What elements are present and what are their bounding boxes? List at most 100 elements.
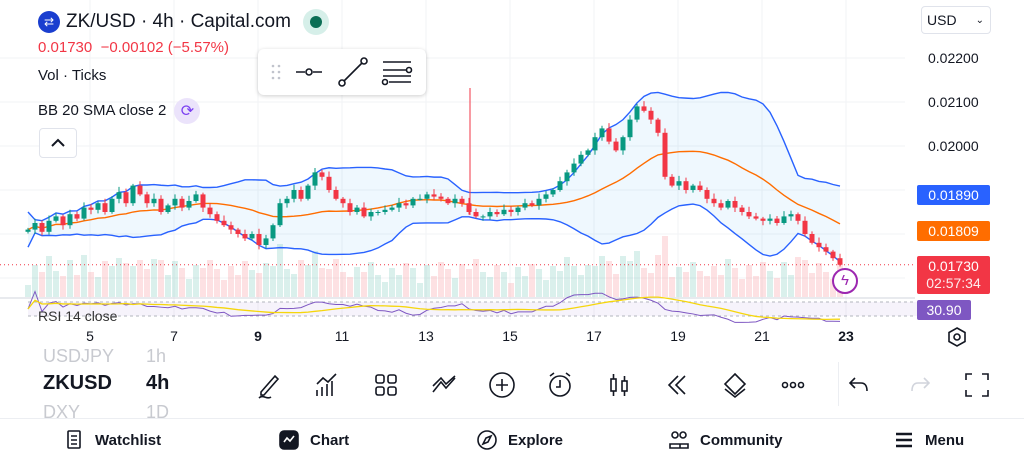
symbol-selector[interactable]: ZKUSD: [43, 372, 112, 394]
watchlist-prev-timeframe[interactable]: 1h: [146, 346, 167, 366]
time-axis-label: 9: [254, 328, 262, 344]
candle-body: [25, 229, 31, 232]
nav-explore[interactable]: Explore: [476, 429, 563, 451]
volume-bar: [732, 268, 738, 297]
candle-body: [732, 201, 738, 208]
volume-bar: [459, 264, 465, 297]
time-axis-label: 15: [502, 328, 518, 344]
volume-bar: [641, 268, 647, 297]
nav-chart[interactable]: Chart: [278, 429, 349, 451]
currency-select[interactable]: USD ⌄: [921, 6, 991, 34]
candle-body: [151, 198, 157, 204]
add-icon: [489, 372, 515, 398]
parallel-channel-icon[interactable]: [381, 58, 413, 86]
timeframe-selector[interactable]: 4h: [146, 372, 170, 394]
volume-bar: [74, 275, 80, 297]
candles-button[interactable]: [604, 370, 634, 400]
candle-body: [137, 185, 143, 195]
volume-bar: [473, 259, 479, 297]
volume-bar: [221, 280, 227, 297]
more-icon: [781, 381, 805, 389]
price-chart[interactable]: [0, 0, 1024, 346]
volume-bar: [676, 267, 682, 297]
indicators-button[interactable]: [312, 370, 342, 400]
symbol-title[interactable]: ⇄ ZK/USD · 4h · Capital.com: [38, 9, 329, 35]
volume-bar: [270, 266, 276, 297]
pencil-button[interactable]: [255, 370, 285, 400]
refresh-icon[interactable]: ⟳: [174, 98, 201, 124]
nav-menu[interactable]: Menu: [893, 429, 964, 451]
candle-body: [270, 225, 276, 239]
alarm-button[interactable]: [545, 370, 575, 400]
compare-button[interactable]: [429, 370, 459, 400]
more-button[interactable]: [778, 370, 808, 400]
redo-button[interactable]: [904, 370, 934, 400]
fullscreen-button[interactable]: [962, 370, 992, 400]
volume-bar: [130, 266, 136, 297]
time-axis-label: 11: [334, 328, 350, 344]
bb-indicator-label[interactable]: BB 20 SMA close 2 ⟳: [38, 98, 201, 124]
volume-bar: [326, 269, 332, 297]
compare-icon: [432, 375, 456, 393]
undo-button[interactable]: [845, 370, 875, 400]
nav-community[interactable]: Community: [668, 429, 783, 451]
volume-bar: [123, 263, 129, 297]
fullscreen-icon: [965, 373, 989, 397]
watchlist-next-symbol[interactable]: DXY: [43, 402, 81, 422]
rsi-value-tag: 30.90: [917, 300, 971, 320]
volume-bar: [410, 268, 416, 297]
candle-body: [116, 192, 122, 199]
candle-body: [690, 185, 696, 190]
nav-watchlist[interactable]: Watchlist: [63, 429, 161, 451]
candle-body: [340, 198, 346, 204]
horizontal-ray-icon[interactable]: [294, 62, 324, 82]
volume-bar: [200, 268, 206, 297]
watchlist-prev-symbol[interactable]: USDJPY: [43, 346, 115, 366]
volume-bar: [375, 275, 381, 297]
bb-lower-line: [27, 203, 841, 263]
layers-icon: [723, 372, 747, 399]
volume-bar: [536, 269, 542, 297]
candle-body: [298, 190, 304, 199]
volume-bar: [25, 285, 31, 297]
time-axis-label: 19: [670, 328, 686, 344]
candle-body: [158, 198, 164, 212]
layers-button[interactable]: [720, 370, 750, 400]
candle-body: [543, 194, 549, 199]
volume-bar: [172, 261, 178, 297]
volume-bar: [683, 272, 689, 297]
settings-hexagon-icon[interactable]: [946, 326, 968, 348]
volume-bar: [193, 265, 199, 297]
candle-body: [67, 214, 73, 226]
add-button[interactable]: [487, 370, 517, 400]
volume-bar: [207, 260, 213, 297]
candle-body: [88, 207, 94, 210]
volume-bar: [109, 266, 115, 297]
volume-bar: [151, 259, 157, 297]
volume-bar: [655, 255, 661, 297]
candle-body: [725, 201, 731, 208]
volume-bar: [669, 277, 675, 297]
candle-body: [333, 190, 339, 199]
zk-logo-icon: ⇄: [38, 11, 60, 33]
volume-bar: [480, 272, 486, 297]
drag-handle-icon[interactable]: [271, 62, 281, 82]
time-axis-label: 7: [170, 328, 178, 344]
candle-body: [81, 207, 87, 219]
lightning-icon[interactable]: ϟ: [832, 268, 858, 294]
volume-bar: [431, 276, 437, 297]
watchlist-next-timeframe[interactable]: 1D: [146, 402, 170, 422]
trend-line-icon[interactable]: [337, 57, 368, 87]
candle-body: [95, 203, 101, 210]
candle-body: [102, 203, 108, 212]
collapse-legend-button[interactable]: [39, 128, 77, 158]
bollinger-band-fill: [28, 92, 840, 262]
templates-button[interactable]: [371, 370, 401, 400]
candle-body: [599, 128, 605, 138]
rsi-indicator-label[interactable]: RSI 14 close: [38, 308, 118, 324]
candle-body: [263, 238, 269, 245]
candle-body: [277, 203, 283, 226]
replay-button[interactable]: [662, 370, 692, 400]
volume-indicator-label[interactable]: Vol · Ticks: [38, 67, 107, 84]
candle-body: [123, 192, 129, 204]
